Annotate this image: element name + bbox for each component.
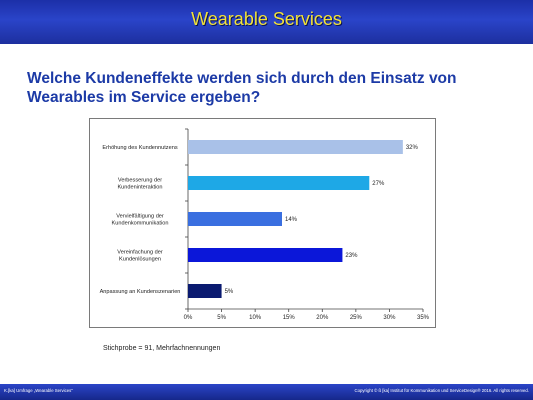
bar bbox=[188, 176, 370, 190]
category-label: Vervielfältigung der Kundenkommunikation bbox=[112, 214, 169, 227]
x-tick-label: 30% bbox=[383, 315, 396, 321]
chart-frame: 0% 5% 10% 15% 20% 25% 30% 35% 32% Erhöhung des Ku… bbox=[89, 118, 436, 328]
bar-value-label: 14% bbox=[285, 217, 298, 223]
bar-value-label: 23% bbox=[345, 253, 358, 259]
x-tick-label: 25% bbox=[350, 315, 363, 321]
x-tick-label: 20% bbox=[316, 315, 329, 321]
footer-copyright: Copyright © ß [ka] Institut für Kommunik… bbox=[354, 388, 529, 393]
x-tick-label: 10% bbox=[249, 315, 262, 321]
title-bar: Wearable Services bbox=[0, 0, 533, 44]
x-tick-label: 15% bbox=[283, 315, 296, 321]
x-tick-label: 0% bbox=[184, 315, 193, 321]
bar-value-label: 27% bbox=[372, 181, 385, 187]
bar bbox=[188, 140, 403, 154]
footer-source: K.[ka] Umfrage „Wearable Services" bbox=[4, 388, 73, 393]
x-tick-label: 35% bbox=[417, 315, 430, 321]
sample-note: Stichprobe = 91, Mehrfachnennungen bbox=[103, 345, 221, 352]
category-label: Verbesserung der Kundeninteraktion bbox=[117, 178, 162, 191]
category-label: Erhöhung des Kundennutzens bbox=[102, 145, 177, 151]
footer-bar: K.[ka] Umfrage „Wearable Services" Copyr… bbox=[0, 384, 533, 400]
bar bbox=[188, 284, 222, 298]
bar-chart: 0% 5% 10% 15% 20% 25% 30% 35% 32% Erhöhung des Ku… bbox=[100, 128, 430, 321]
page-title: Wearable Services bbox=[191, 9, 342, 29]
bar bbox=[188, 212, 282, 226]
bar-value-label: 32% bbox=[406, 145, 419, 151]
category-label: Vereinfachung der Kundenlösungen bbox=[117, 250, 163, 263]
x-tick-label: 5% bbox=[217, 315, 226, 321]
category-label: Anpassung an Kundenszenarien bbox=[100, 289, 181, 295]
bar-value-label: 5% bbox=[225, 289, 234, 295]
bar bbox=[188, 248, 343, 262]
question-heading: Welche Kundeneffekte werden sich durch d… bbox=[27, 70, 457, 106]
